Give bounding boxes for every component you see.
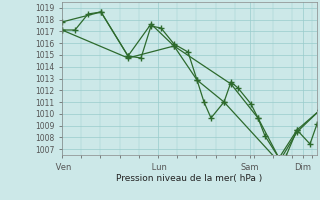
X-axis label: Pression niveau de la mer( hPa ): Pression niveau de la mer( hPa ) bbox=[116, 174, 263, 183]
